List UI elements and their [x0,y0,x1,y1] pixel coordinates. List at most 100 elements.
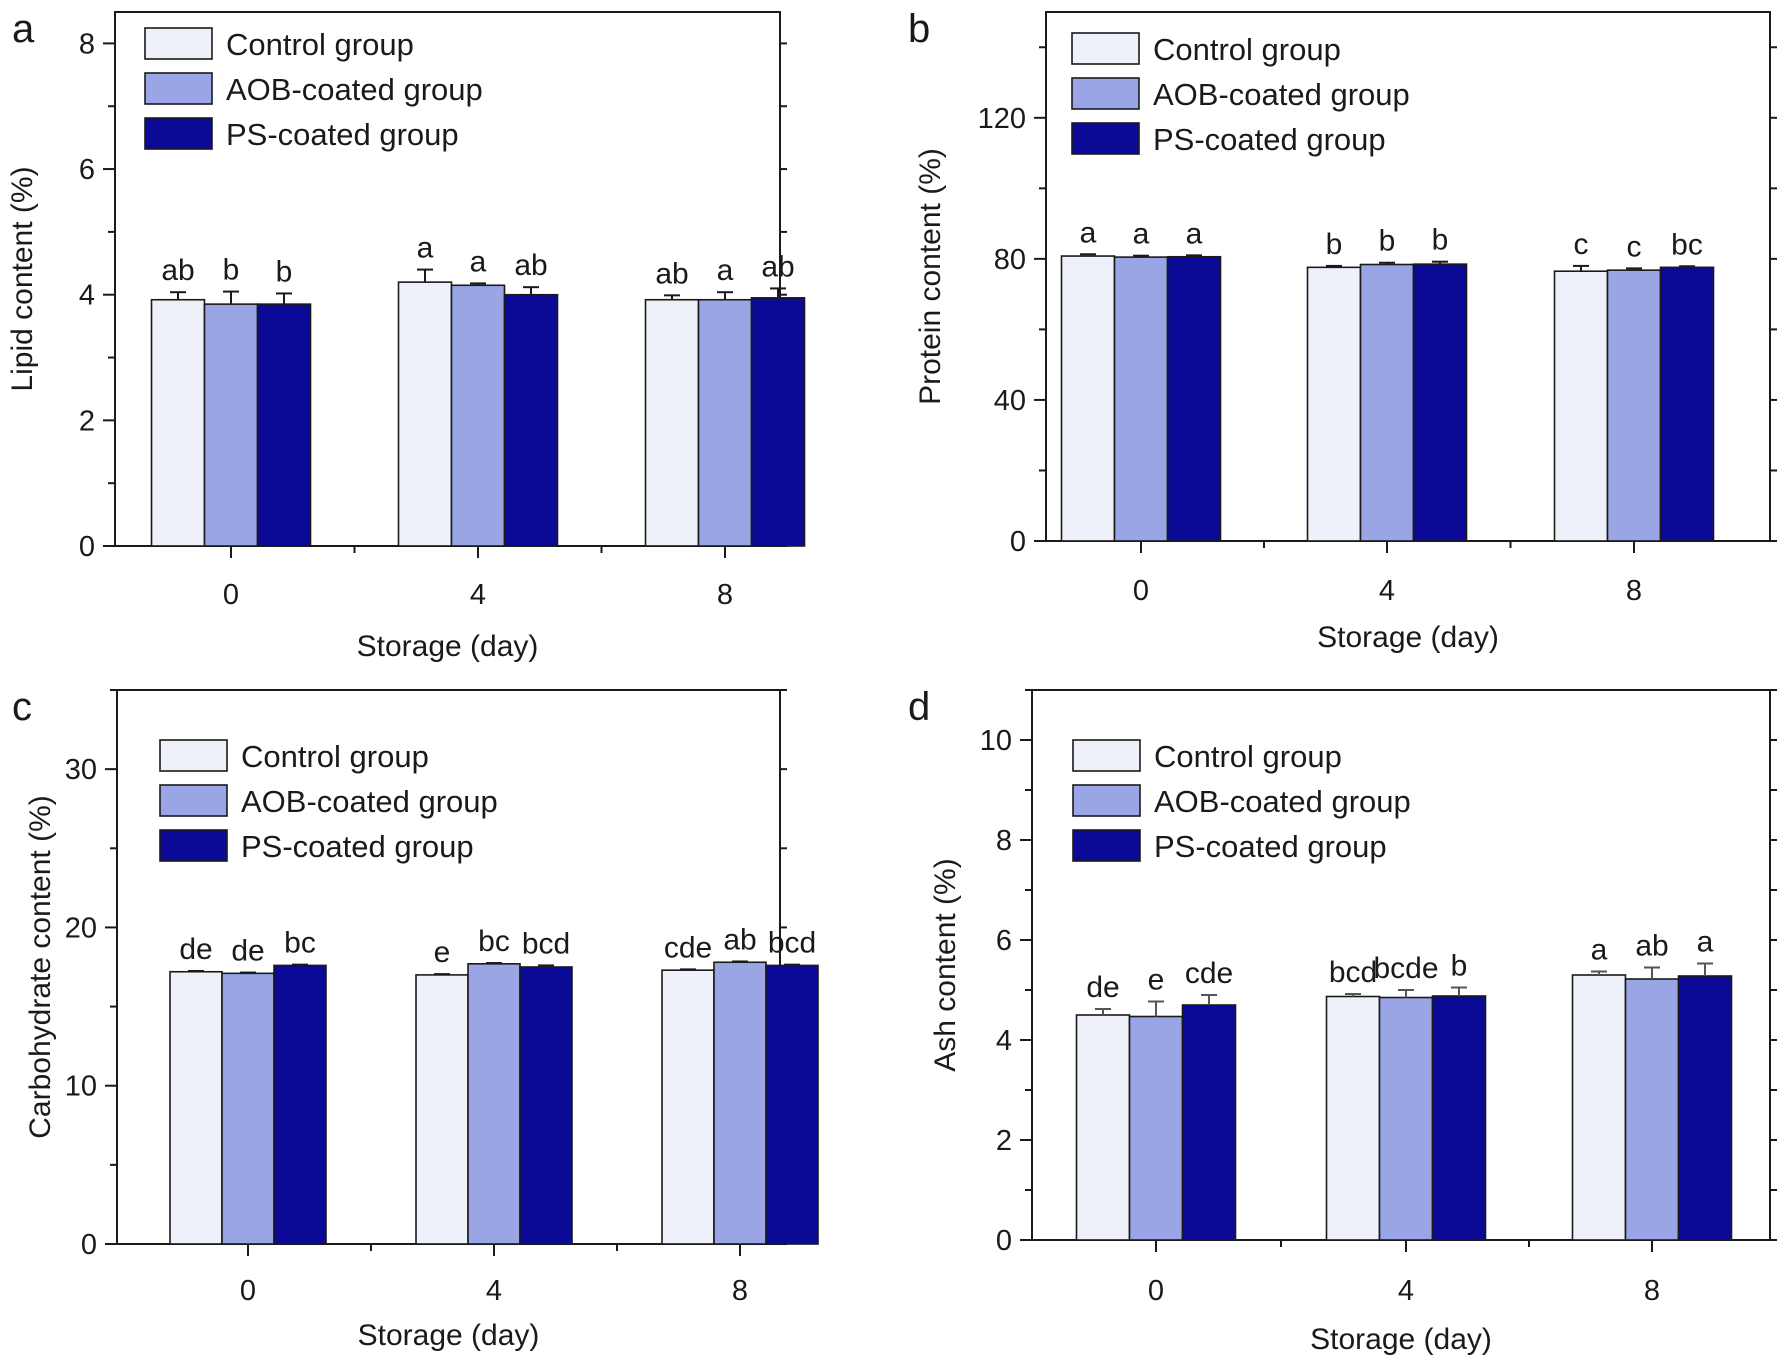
significance-label: a [1080,216,1097,249]
chart-panel-b: b 0 40 80 120 Protein content (%) 0 4 8 Storage (… [908,7,1777,654]
significance-label: a [717,254,734,287]
y-tick-label: 0 [79,531,95,563]
significance-label: b [223,254,240,287]
y-axis-label: Lipid content (%) [6,166,39,391]
bar [1571,974,1627,1241]
x-axis-label: Storage (day) [1317,621,1499,654]
panel-letter: d [908,685,930,729]
y-tick-label: 6 [79,154,95,186]
bar [415,974,469,1245]
y-tick-label: 20 [65,912,97,944]
y-axis-label: Ash content (%) [929,858,962,1071]
bar [519,966,573,1245]
significance-label: a [1133,218,1150,251]
significance-label: bcd [768,927,816,960]
legend-swatch [1072,829,1141,862]
panel-letter: c [12,685,32,729]
legend-swatch [144,72,213,105]
y-tick-label: 0 [996,1225,1012,1257]
bar [503,293,559,547]
legend-label: Control group [1154,739,1342,774]
bar [450,284,506,547]
bar [1306,266,1362,542]
x-tick-label: 4 [1379,575,1395,607]
bar [256,303,312,547]
legend-swatch [1071,32,1140,65]
x-axis-label: Storage (day) [1310,1323,1492,1356]
y-tick-label: 30 [65,754,97,786]
legend-label: Control group [241,739,429,774]
significance-label: a [1591,934,1608,967]
significance-label: de [179,933,212,966]
significance-label: e [434,936,451,969]
significance-label: a [417,232,434,265]
x-tick-label: 0 [1148,1275,1164,1307]
bar [1412,263,1468,542]
x-tick-label: 8 [1626,575,1642,607]
y-axis-label: Carbohydrate content (%) [24,795,57,1139]
significance-label: b [1379,225,1396,258]
bar [1431,995,1487,1241]
x-tick-label: 8 [1644,1275,1660,1307]
significance-label: cde [664,931,712,964]
y-tick-label: 2 [996,1125,1012,1157]
significance-label: b [276,255,293,288]
significance-label: ab [761,250,794,283]
x-tick-label: 0 [223,579,239,611]
bar [1166,255,1222,542]
significance-label: bcde [1373,952,1438,985]
x-axis-label: Storage (day) [357,630,539,663]
legend-swatch [159,739,228,772]
y-tick-label: 40 [994,385,1026,417]
significance-label: c [1627,230,1642,263]
y-tick-label: 120 [978,103,1026,135]
y-tick-label: 2 [79,405,95,437]
bar [1624,978,1680,1241]
legend-swatch [159,784,228,817]
significance-label: b [1432,224,1449,257]
chart-panel-d: d 0 2 4 6 8 10 Ash content (%) 0 4 8 Storage (day) d… [908,685,1777,1356]
bar [1659,266,1715,542]
bar [644,298,700,547]
y-tick-label: 6 [996,925,1012,957]
bar [765,964,819,1245]
x-tick-label: 0 [240,1275,256,1307]
y-tick-label: 8 [996,825,1012,857]
bar [169,970,223,1245]
panel-letter: b [908,7,930,51]
legend-swatch [1072,784,1141,817]
significance-label: a [1697,926,1714,959]
significance-label: cde [1185,957,1233,990]
bar [1325,995,1381,1241]
significance-label: bc [284,927,316,960]
chart-panel-a: a 0 2 4 6 8 Lipid content (%) 0 4 8 Storage (day) a… [6,7,806,663]
bar [150,298,206,547]
bar [1378,996,1434,1241]
x-tick-label: 8 [732,1275,748,1307]
legend-swatch [159,829,228,862]
significance-label: b [1451,950,1468,983]
bar [1606,269,1662,542]
bar [203,303,259,547]
significance-label: de [231,935,264,968]
bar [397,281,453,547]
significance-label: ab [723,923,756,956]
legend-label: AOB-coated group [226,72,483,107]
significance-label: a [470,245,487,278]
x-tick-label: 4 [470,579,486,611]
bar [1128,1015,1184,1241]
bar [467,963,521,1245]
significance-label: ab [1635,930,1668,963]
bar [661,969,715,1245]
x-tick-label: 8 [717,579,733,611]
legend-label: AOB-coated group [1153,77,1410,112]
legend-label: AOB-coated group [241,784,498,819]
y-tick-label: 0 [81,1229,97,1261]
significance-label: de [1086,971,1119,1004]
y-tick-label: 8 [79,28,95,60]
significance-label: bcd [1329,956,1377,989]
y-tick-label: 0 [1010,526,1026,558]
legend-label: PS-coated group [241,829,474,864]
